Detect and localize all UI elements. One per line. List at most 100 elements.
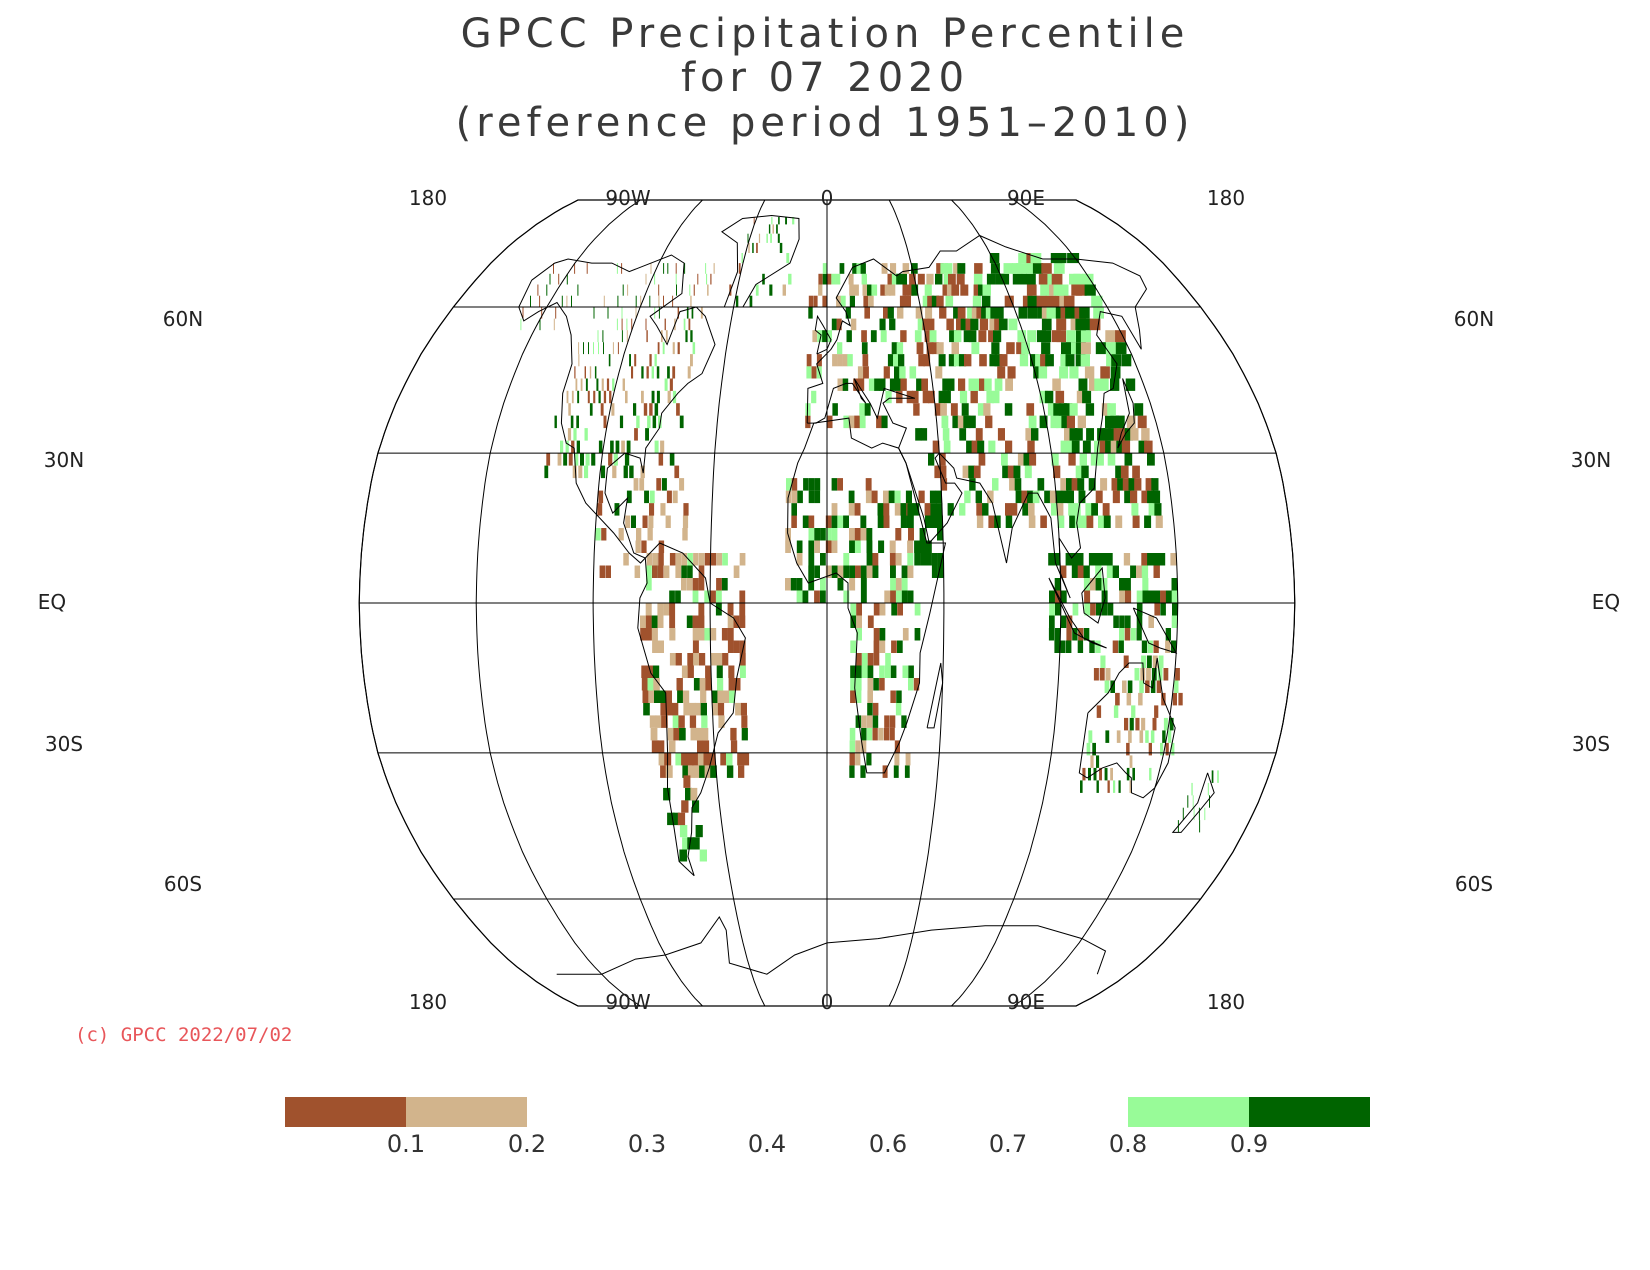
percentile-cell [1192, 795, 1194, 808]
percentile-cell [831, 503, 838, 516]
percentile-cell [1055, 415, 1064, 429]
percentile-cell [816, 354, 822, 367]
percentile-cell [723, 690, 730, 703]
percentile-cell [704, 628, 711, 641]
percentile-cell [651, 366, 654, 379]
percentile-cell [785, 540, 791, 553]
percentile-cell [884, 284, 891, 296]
percentile-cell [960, 318, 969, 331]
percentile-cell [584, 366, 586, 379]
percentile-cell [679, 478, 685, 491]
percentile-cell [849, 727, 856, 741]
legend-tick: 0.9 [1229, 1130, 1269, 1158]
percentile-cell [1100, 553, 1107, 566]
percentile-cell [1025, 428, 1033, 441]
percentile-cell [1115, 515, 1123, 528]
percentile-cell [895, 553, 902, 566]
percentile-cell [652, 565, 658, 578]
percentile-cell [907, 540, 914, 553]
percentile-cell [566, 273, 568, 285]
percentile-cell [818, 284, 823, 296]
bottom-lon-label: 0 [821, 990, 834, 1014]
percentile-cell [907, 565, 914, 578]
percentile-cell [1006, 342, 1015, 355]
percentile-cell [1110, 415, 1120, 429]
legend-tick: 0.4 [747, 1130, 787, 1158]
percentile-cell [805, 403, 811, 416]
percentile-cell [664, 318, 666, 331]
percentile-cell [608, 354, 611, 367]
percentile-cell [654, 354, 657, 367]
percentile-cell [900, 273, 907, 285]
percentile-cell [1144, 515, 1152, 528]
percentile-cell [1199, 820, 1201, 833]
percentile-cell [577, 390, 580, 404]
percentile-cell [711, 690, 718, 703]
percentile-cell [570, 415, 574, 429]
percentile-cell [987, 490, 994, 504]
percentile-cell [981, 307, 990, 319]
percentile-cell [867, 665, 874, 678]
percentile-cell [963, 330, 972, 343]
lat-label-right: 30N [1571, 448, 1611, 472]
percentile-cell [1051, 330, 1061, 343]
percentile-cell [832, 354, 838, 367]
percentile-cell [792, 217, 795, 225]
percentile-cell [822, 273, 827, 285]
percentile-cell [1105, 330, 1116, 343]
percentile-cell [861, 342, 868, 355]
percentile-cell [871, 490, 878, 504]
percentile-cell [657, 640, 664, 653]
percentile-cell [874, 378, 881, 391]
percentile-cell [837, 354, 843, 367]
percentile-cell [909, 273, 916, 285]
percentile-cell [843, 553, 850, 566]
percentile-cell [989, 253, 1000, 264]
percentile-cell [978, 453, 986, 466]
coastline [1171, 772, 1215, 833]
percentile-cell [850, 665, 856, 678]
percentile-cell [537, 284, 539, 296]
percentile-cell [634, 428, 638, 441]
percentile-cell [1061, 490, 1069, 504]
percentile-cell [1028, 415, 1037, 429]
percentile-cell [749, 295, 753, 307]
percentile-cell [681, 578, 687, 591]
percentile-cell [1049, 615, 1055, 628]
percentile-cell [927, 295, 935, 307]
percentile-cell [669, 378, 673, 391]
legend-swatch-0-9 [1249, 1097, 1370, 1127]
percentile-cell [848, 273, 854, 285]
percentile-cell [593, 342, 594, 355]
percentile-cell [580, 453, 584, 466]
percentile-cell [601, 378, 604, 391]
percentile-cell [880, 284, 887, 296]
percentile-cell [1107, 403, 1116, 416]
percentile-cell [843, 590, 850, 603]
percentile-cell [866, 528, 873, 541]
percentile-cell [593, 390, 596, 404]
percentile-cell [859, 415, 866, 429]
percentile-cell [641, 366, 644, 379]
percentile-cell [652, 553, 658, 566]
percentile-cell [772, 224, 774, 234]
percentile-cell [1047, 403, 1056, 416]
percentile-cell [860, 263, 866, 274]
percentile-cell [1131, 705, 1136, 718]
percentile-cell [953, 330, 962, 343]
percentile-cell [681, 553, 688, 566]
percentile-cell [969, 478, 976, 491]
percentile-cell [856, 603, 862, 616]
percentile-cell [1067, 253, 1080, 264]
percentile-cell [1145, 730, 1149, 743]
percentile-cell [879, 665, 885, 678]
percentile-cell [1136, 628, 1142, 641]
percentile-cell [1141, 490, 1149, 504]
percentile-cell [1113, 615, 1119, 628]
percentile-cell [584, 465, 589, 479]
percentile-cell [1095, 578, 1102, 591]
percentile-cell [1068, 503, 1075, 516]
percentile-cell [890, 263, 897, 274]
percentile-cell [929, 490, 937, 504]
percentile-cell [988, 330, 997, 343]
